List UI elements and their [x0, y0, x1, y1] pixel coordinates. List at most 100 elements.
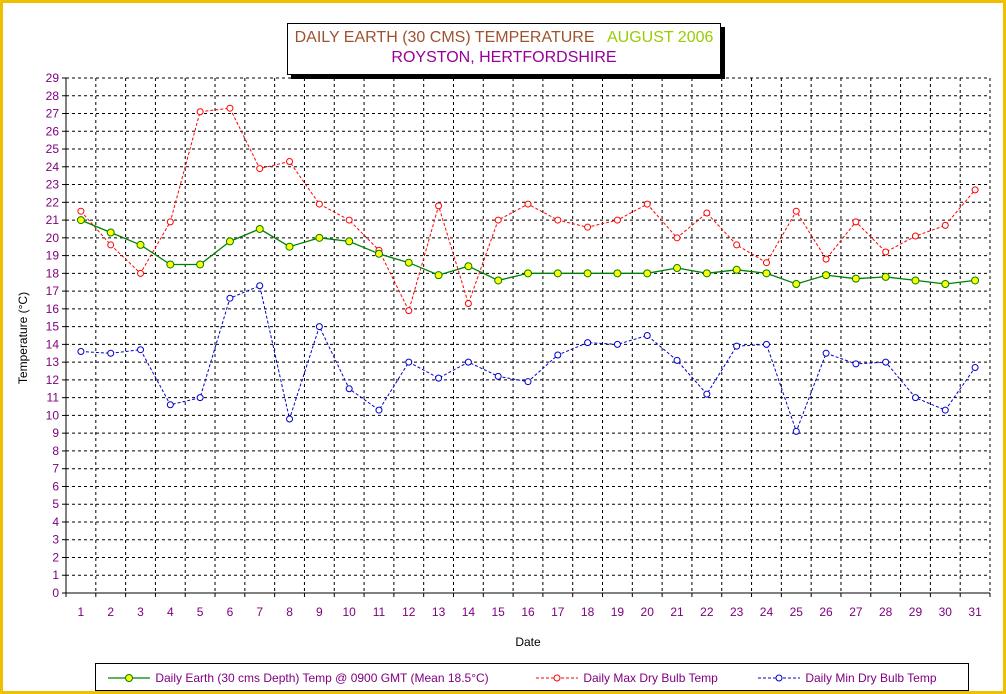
data-point — [405, 307, 413, 315]
data-point — [613, 269, 622, 278]
x-tick-label: 1 — [78, 605, 85, 619]
x-tick-label: 26 — [819, 605, 833, 619]
data-point — [822, 271, 831, 280]
y-tick-label: 11 — [47, 391, 60, 405]
y-tick-label: 22 — [46, 195, 60, 209]
y-tick-label: 7 — [52, 462, 59, 476]
data-point — [107, 349, 115, 357]
x-tick-label: 25 — [790, 605, 804, 619]
data-point — [822, 349, 830, 357]
data-point — [225, 237, 234, 246]
data-point — [553, 269, 562, 278]
data-point — [792, 207, 800, 215]
y-tick-label: 4 — [52, 515, 59, 529]
y-tick-label: 6 — [52, 479, 59, 493]
data-point — [643, 269, 652, 278]
data-point — [256, 282, 264, 290]
data-point — [405, 358, 413, 366]
legend-marker-earth — [108, 673, 150, 682]
data-point — [583, 269, 592, 278]
data-point — [137, 269, 145, 277]
data-point — [196, 260, 205, 269]
data-point — [315, 200, 323, 208]
data-point — [285, 242, 294, 251]
x-tick-label: 24 — [760, 605, 774, 619]
data-point — [881, 272, 890, 281]
x-tick-label: 22 — [700, 605, 714, 619]
data-point — [673, 234, 681, 242]
legend-item-earth: Daily Earth (30 cms Depth) Temp @ 0900 G… — [106, 669, 489, 685]
x-tick-label: 2 — [107, 605, 114, 619]
data-point — [852, 360, 860, 368]
data-point — [166, 218, 174, 226]
data-point — [673, 264, 682, 273]
data-point — [792, 427, 800, 435]
data-point — [911, 276, 920, 285]
legend: Daily Earth (30 cms Depth) Temp @ 0900 G… — [95, 663, 969, 691]
x-tick-label: 14 — [462, 605, 476, 619]
x-tick-label: 31 — [968, 605, 982, 619]
x-tick-label: 10 — [342, 605, 356, 619]
data-point — [464, 262, 473, 271]
data-point — [762, 269, 771, 278]
data-point — [494, 372, 502, 380]
y-tick-label: 0 — [52, 586, 59, 600]
data-point — [584, 223, 592, 231]
chart-title-month: AUGUST 2006 — [606, 29, 714, 46]
data-point — [643, 200, 651, 208]
data-point — [226, 294, 234, 302]
data-point — [941, 406, 949, 414]
x-tick-label: 3 — [137, 605, 144, 619]
y-tick-label: 21 — [46, 213, 60, 227]
x-tick-label: 16 — [521, 605, 535, 619]
x-tick-label: 30 — [939, 605, 953, 619]
data-point — [762, 340, 770, 348]
x-tick-label: 12 — [402, 605, 416, 619]
y-tick-label: 23 — [46, 178, 60, 192]
x-tick-label: 5 — [197, 605, 204, 619]
data-point — [196, 394, 204, 402]
data-point — [315, 233, 324, 242]
data-point — [971, 363, 979, 371]
x-tick-label: 21 — [670, 605, 684, 619]
data-point — [77, 207, 85, 215]
data-point — [345, 237, 354, 246]
x-tick-label: 19 — [611, 605, 625, 619]
data-point — [703, 209, 711, 217]
chart-area: 0123456789101112131415161718192021222324… — [16, 71, 991, 649]
data-point — [703, 390, 711, 398]
data-point — [613, 340, 621, 348]
legend-label-max: Daily Max Dry Bulb Temp — [583, 670, 718, 685]
data-point — [494, 276, 503, 285]
data-point — [375, 406, 383, 414]
data-point — [941, 221, 949, 229]
y-tick-label: 13 — [46, 355, 60, 369]
x-tick-label: 13 — [432, 605, 446, 619]
data-point — [732, 265, 741, 274]
data-point — [255, 224, 264, 233]
y-tick-label: 9 — [52, 426, 59, 440]
data-point — [107, 241, 115, 249]
data-point — [226, 104, 234, 112]
x-axis-label: Date — [515, 635, 541, 649]
x-tick-label: 9 — [316, 605, 323, 619]
data-point — [733, 241, 741, 249]
data-point — [971, 186, 979, 194]
y-tick-label: 5 — [52, 497, 59, 511]
data-point — [256, 165, 264, 173]
data-point — [345, 385, 353, 393]
data-point — [733, 342, 741, 350]
data-point — [345, 216, 353, 224]
x-tick-label: 7 — [256, 605, 263, 619]
x-tick-label: 15 — [492, 605, 506, 619]
data-point — [673, 356, 681, 364]
y-tick-label: 28 — [46, 89, 60, 103]
x-tick-label: 23 — [730, 605, 744, 619]
y-tick-label: 19 — [46, 249, 60, 263]
y-tick-label: 18 — [46, 266, 60, 280]
data-point — [792, 280, 801, 288]
data-point — [613, 216, 621, 224]
y-tick-label: 16 — [46, 302, 60, 316]
data-point — [882, 248, 890, 256]
data-point — [882, 358, 890, 366]
